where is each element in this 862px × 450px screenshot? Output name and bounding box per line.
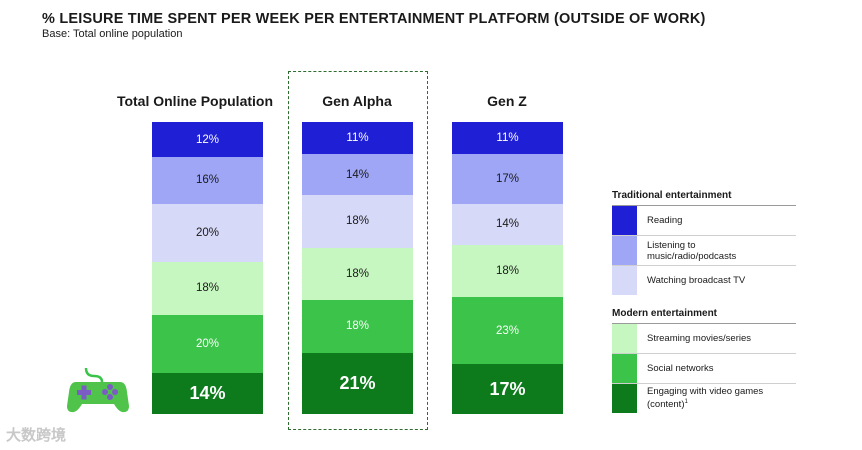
data-label-total-social: 20% xyxy=(195,337,220,350)
watermark-text: 大数跨境 xyxy=(6,427,67,444)
bar-segment-gen-z-gaming: 17% xyxy=(452,364,563,414)
stacked-bar-total: 12% 16% 20% 18% 20% 14% xyxy=(152,122,263,414)
data-label-total-streaming: 18% xyxy=(195,282,220,295)
legend-swatch-streaming xyxy=(612,324,637,353)
data-label-total-reading: 12% xyxy=(195,133,220,146)
bar-segment-total-broadcast: 20% xyxy=(152,203,263,263)
legend-item-reading: Reading xyxy=(612,206,796,236)
bar-segment-gen-z-social: 23% xyxy=(452,297,563,365)
data-label-gen-alpha-gaming: 21% xyxy=(339,372,376,393)
legend-label-listening-line2: music/radio/podcasts xyxy=(647,250,737,262)
gamepad-icon xyxy=(67,367,129,413)
stacked-bar-gen-alpha: 11% 14% 18% 18% 18% 21% xyxy=(302,122,413,414)
legend-item-broadcast: Watching broadcast TV xyxy=(612,266,796,295)
bar-segment-gen-z-streaming: 18% xyxy=(452,244,563,298)
bar-segment-gen-alpha-broadcast: 18% xyxy=(302,195,413,248)
data-label-gen-z-broadcast: 14% xyxy=(495,218,520,231)
data-label-gen-z-listening: 17% xyxy=(495,172,520,185)
legend-swatch-reading xyxy=(612,206,637,235)
column-title-gen-z: Gen Z xyxy=(487,93,527,109)
data-label-gen-alpha-listening: 14% xyxy=(345,168,370,181)
data-label-gen-z-reading: 11% xyxy=(496,132,519,145)
bar-segment-gen-alpha-social: 18% xyxy=(302,300,413,353)
bar-segment-gen-z-listening: 17% xyxy=(452,154,563,204)
bar-segment-total-social: 20% xyxy=(152,314,263,374)
legend-label-gaming-line1: Engaging with video games xyxy=(647,386,764,398)
data-label-gen-z-gaming: 17% xyxy=(489,378,526,399)
legend-label-gaming: Engaging with video games (content)1 xyxy=(637,386,763,410)
bar-segment-gen-alpha-reading: 11% xyxy=(302,122,413,155)
bar-segment-total-streaming: 18% xyxy=(152,262,263,315)
chart-title: % LEISURE TIME SPENT PER WEEK PER ENTERT… xyxy=(42,11,706,27)
bar-segment-total-listening: 16% xyxy=(152,157,263,204)
legend-label-reading: Reading xyxy=(647,215,683,226)
data-label-total-listening: 16% xyxy=(195,174,220,187)
data-label-gen-alpha-reading: 11% xyxy=(346,132,369,145)
legend-heading-modern: Modern entertainment xyxy=(612,308,796,324)
legend-label-listening: Listening to music/radio/podcasts xyxy=(637,240,736,262)
bar-segment-gen-alpha-streaming: 18% xyxy=(302,247,413,301)
legend-item-streaming: Streaming movies/series xyxy=(612,324,796,354)
stacked-bar-gen-z: 11% 17% 14% 18% 23% 17% xyxy=(452,122,563,414)
data-label-gen-z-streaming: 18% xyxy=(495,264,520,277)
data-label-total-broadcast: 20% xyxy=(195,226,220,239)
bar-segment-gen-alpha-listening: 14% xyxy=(302,154,413,195)
gen-alpha-highlight-box xyxy=(288,71,428,430)
legend-item-gaming: Engaging with video games (content)1 xyxy=(612,384,796,413)
column-title-total: Total Online Population xyxy=(116,93,274,109)
legend-item-social: Social networks xyxy=(612,354,796,384)
bar-segment-total-reading: 12% xyxy=(152,122,263,158)
bar-segment-total-gaming: 14% xyxy=(152,373,263,414)
bar-segment-gen-alpha-gaming: 21% xyxy=(302,352,413,414)
legend-swatch-broadcast xyxy=(612,266,637,295)
data-label-gen-alpha-broadcast: 18% xyxy=(345,215,370,228)
bar-segment-gen-z-broadcast: 14% xyxy=(452,203,563,245)
legend-label-streaming: Streaming movies/series xyxy=(647,333,752,344)
data-label-gen-z-social: 23% xyxy=(495,324,520,337)
legend-swatch-social xyxy=(612,354,637,383)
legend-heading-traditional: Traditional entertainment xyxy=(612,190,796,206)
data-label-gen-alpha-streaming: 18% xyxy=(345,267,370,280)
legend-swatch-listening xyxy=(612,236,637,265)
legend-traditional: Traditional entertainment Reading Listen… xyxy=(612,190,796,295)
legend-label-listening-line1: Listening to xyxy=(647,239,696,251)
data-label-gen-alpha-social: 18% xyxy=(345,320,370,333)
legend-label-social: Social networks xyxy=(647,363,714,374)
chart-subtitle: Base: Total online population xyxy=(42,28,183,40)
column-title-gen-alpha: Gen Alpha xyxy=(322,93,392,109)
bar-segment-gen-z-reading: 11% xyxy=(452,122,563,155)
legend-item-listening: Listening to music/radio/podcasts xyxy=(612,236,796,266)
watermark-logo-icon: 大数跨境 xyxy=(6,424,66,445)
legend-label-broadcast: Watching broadcast TV xyxy=(647,275,746,286)
legend-modern: Modern entertainment Streaming movies/se… xyxy=(612,308,796,413)
legend-footnote-marker: 1 xyxy=(684,399,688,406)
legend-swatch-gaming xyxy=(612,384,637,413)
legend-label-gaming-line2: (content) xyxy=(647,399,685,411)
data-label-total-gaming: 14% xyxy=(189,383,226,404)
